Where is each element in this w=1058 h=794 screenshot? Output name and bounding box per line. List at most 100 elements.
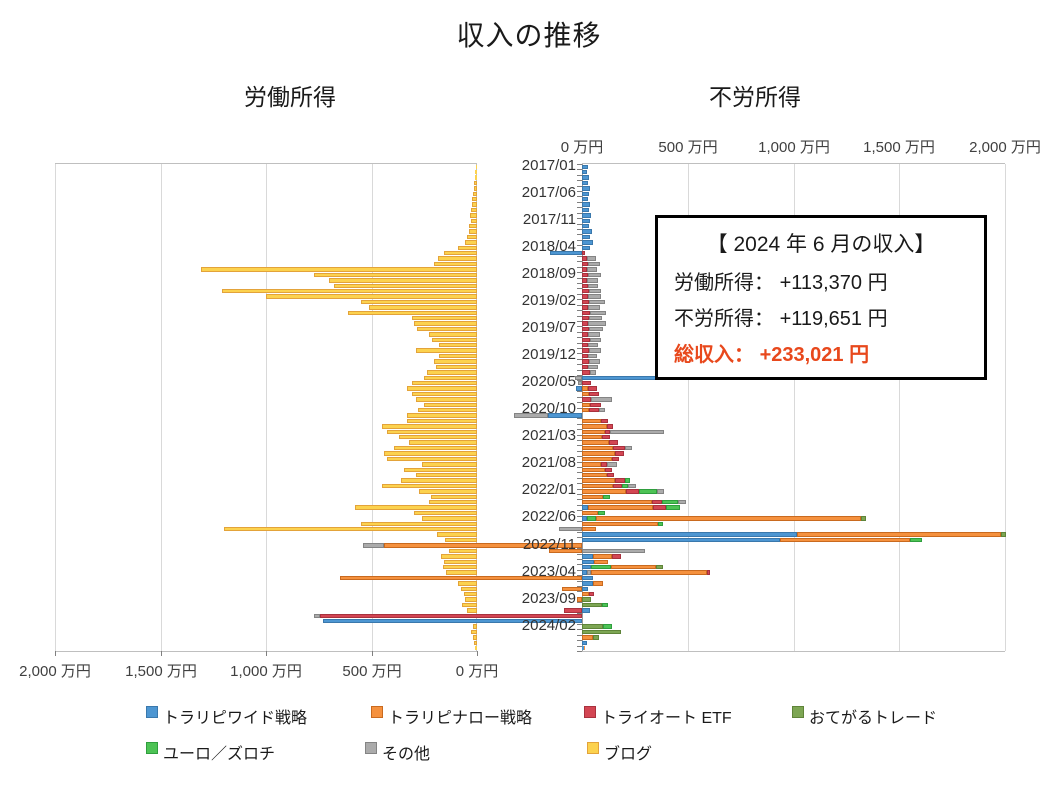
- passive-bar-narrow: [593, 554, 612, 559]
- date-label: 2017/06: [521, 183, 576, 201]
- month-tick: [577, 299, 582, 301]
- labor-bar: [415, 472, 477, 478]
- passive-income-plot: [314, 163, 1006, 652]
- passive-bar-narrow: [582, 499, 652, 505]
- labor-bar: [437, 256, 477, 261]
- month-tick: [577, 391, 582, 393]
- passive-bar-other: [588, 261, 600, 267]
- gridline: [266, 164, 267, 651]
- right-axis-label: 1,500 万円: [863, 139, 935, 156]
- passive-bar-wide: [582, 164, 589, 169]
- month-tick: [577, 293, 582, 295]
- month-tick: [577, 531, 582, 533]
- labor-bar: [423, 402, 477, 407]
- info-box-labor-line: 労働所得： +113,370 円: [674, 266, 974, 295]
- passive-bar-narrow: [582, 483, 614, 489]
- passive-bar-narrow: [594, 559, 608, 564]
- legend-swatch-otegaru: [792, 706, 804, 718]
- month-tick: [577, 261, 582, 263]
- right-axis-label: 0 万円: [560, 139, 604, 156]
- right-axis-label: 1,000 万円: [758, 139, 830, 156]
- passive-bar-etf: [582, 267, 588, 272]
- passive-bar-otegaru: [582, 629, 621, 635]
- month-tick: [577, 418, 582, 420]
- date-label: 2019/12: [521, 346, 576, 364]
- labor-bar: [360, 299, 477, 305]
- month-tick: [577, 304, 582, 306]
- month-tick: [577, 591, 582, 593]
- passive-bar-other: [589, 326, 604, 332]
- labor-bar: [381, 424, 477, 429]
- passive-bar-narrow: [582, 527, 596, 532]
- month-tick: [577, 450, 582, 452]
- legend-label-blog: ブログ: [604, 746, 653, 763]
- passive-bar-wide: [582, 554, 594, 559]
- passive-bar-etf: [625, 489, 639, 494]
- passive-bar-euro: [638, 489, 658, 494]
- labor-bar: [470, 629, 477, 635]
- passive-bar-wide: [575, 386, 582, 391]
- labor-bar: [386, 456, 477, 462]
- info-box-total-value: +233,021 円: [759, 344, 870, 366]
- passive-bar-etf: [582, 359, 590, 364]
- month-tick: [577, 472, 582, 474]
- passive-bar-etf: [589, 408, 599, 413]
- date-label: 2023/09: [521, 589, 576, 607]
- month-tick: [577, 564, 582, 566]
- labor-bar: [469, 213, 477, 218]
- gridline: [55, 164, 56, 651]
- passive-bar-euro: [591, 564, 612, 570]
- labor-bar: [433, 261, 477, 267]
- passive-bar-narrow: [548, 548, 582, 554]
- labor-bar: [415, 348, 477, 353]
- labor-bar: [221, 288, 477, 294]
- month-tick: [577, 645, 582, 647]
- labor-bar: [466, 234, 477, 240]
- info-box-labor-value: +113,370 円: [779, 272, 888, 294]
- passive-bar-etf: [609, 440, 619, 445]
- month-tick: [577, 201, 582, 203]
- passive-bar-narrow: [384, 543, 582, 548]
- month-tick: [577, 488, 582, 490]
- passive-bar-narrow: [582, 478, 616, 483]
- gridline: [160, 164, 162, 651]
- month-tick: [577, 239, 582, 241]
- chart-title: 収入の推移: [456, 20, 602, 51]
- labor-bar: [381, 483, 477, 489]
- passive-bar-narrow: [611, 564, 657, 570]
- labor-bar: [462, 602, 477, 608]
- info-box-labor-label: 労働所得：: [674, 272, 774, 294]
- passive-bar-otegaru: [656, 564, 664, 570]
- passive-bar-etf: [582, 332, 589, 337]
- date-label: 2022/06: [521, 508, 576, 526]
- labor-bar: [430, 494, 477, 499]
- labor-bar: [463, 591, 477, 597]
- month-tick: [577, 369, 582, 371]
- passive-bar-wide: [582, 581, 594, 586]
- labor-bar: [431, 337, 477, 343]
- passive-bar-other: [588, 305, 600, 310]
- labor-bar: [413, 510, 477, 516]
- month-tick: [577, 510, 582, 512]
- labor-bar: [355, 505, 477, 510]
- month-tick: [577, 272, 582, 274]
- passive-bar-other: [589, 316, 603, 321]
- month-tick: [577, 402, 582, 404]
- passive-bar-etf: [615, 451, 624, 456]
- labor-bar: [470, 207, 477, 213]
- legend-label-euro: ユーロ／ズロチ: [163, 746, 276, 763]
- passive-bar-otegaru: [582, 624, 603, 629]
- passive-bar-wide: [582, 532, 797, 537]
- passive-bar-other: [590, 337, 601, 343]
- labor-bar: [436, 532, 477, 537]
- labor-bar: [403, 467, 477, 472]
- labor-bar: [442, 564, 477, 570]
- month-tick: [577, 499, 582, 501]
- passive-bar-narrow: [596, 516, 861, 521]
- passive-bar-other: [588, 343, 598, 348]
- month-tick: [577, 283, 582, 285]
- passive-bar-etf: [651, 499, 662, 505]
- date-label: 2017/11: [522, 210, 576, 228]
- month-tick: [577, 331, 582, 333]
- passive-bar-wide: [582, 191, 589, 196]
